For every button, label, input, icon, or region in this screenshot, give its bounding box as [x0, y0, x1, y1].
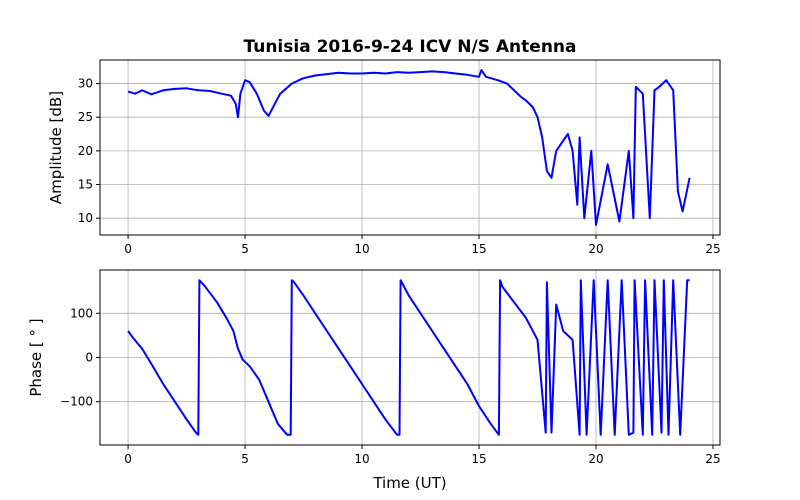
phase-series	[127, 279, 690, 436]
x-tick-label: 10	[354, 242, 369, 256]
time-x-axis-label: Time (UT)	[372, 474, 446, 492]
amplitude-y-axis-label: Amplitude [dB]	[47, 91, 65, 204]
phase-ticks: 0 5 10 15 20 25 −100 0 100	[60, 306, 721, 466]
x-tick-label: 20	[588, 452, 603, 466]
y-tick-label: 10	[78, 211, 93, 225]
x-tick-label: 0	[124, 242, 132, 256]
y-tick-label: 15	[78, 178, 93, 192]
amplitude-panel: 0 5 10 15 20 25 10 15 20 25 30 Amplitude [dB]	[47, 59, 721, 256]
y-tick-label: −100	[60, 395, 93, 409]
y-tick-label: 100	[70, 306, 93, 320]
amplitude-grid	[100, 60, 720, 235]
x-tick-label: 20	[588, 242, 603, 256]
x-tick-label: 15	[471, 452, 486, 466]
phase-panel: 0 5 10 15 20 25 −100 0 100 Phase [ ° ] Time (UT)	[27, 269, 721, 492]
y-tick-label: 25	[78, 110, 93, 124]
x-tick-label: 5	[241, 452, 249, 466]
phase-grid	[100, 270, 720, 445]
amplitude-axes-frame	[99, 59, 721, 236]
x-tick-label: 5	[241, 242, 249, 256]
amplitude-series	[127, 69, 691, 226]
series-line	[127, 279, 690, 436]
x-tick-label: 15	[471, 242, 486, 256]
amplitude-ticks: 0 5 10 15 20 25 10 15 20 25 30	[78, 77, 721, 256]
y-tick-label: 30	[78, 77, 93, 91]
x-tick-label: 25	[705, 452, 720, 466]
phase-y-axis-label: Phase [ ° ]	[27, 318, 45, 396]
series-line	[127, 69, 691, 226]
x-tick-label: 10	[354, 452, 369, 466]
y-tick-label: 20	[78, 144, 93, 158]
x-tick-label: 25	[705, 242, 720, 256]
y-tick-label: 0	[85, 351, 93, 365]
x-tick-label: 0	[124, 452, 132, 466]
chart-title: Tunisia 2016-9-24 ICV N/S Antenna	[244, 37, 577, 57]
